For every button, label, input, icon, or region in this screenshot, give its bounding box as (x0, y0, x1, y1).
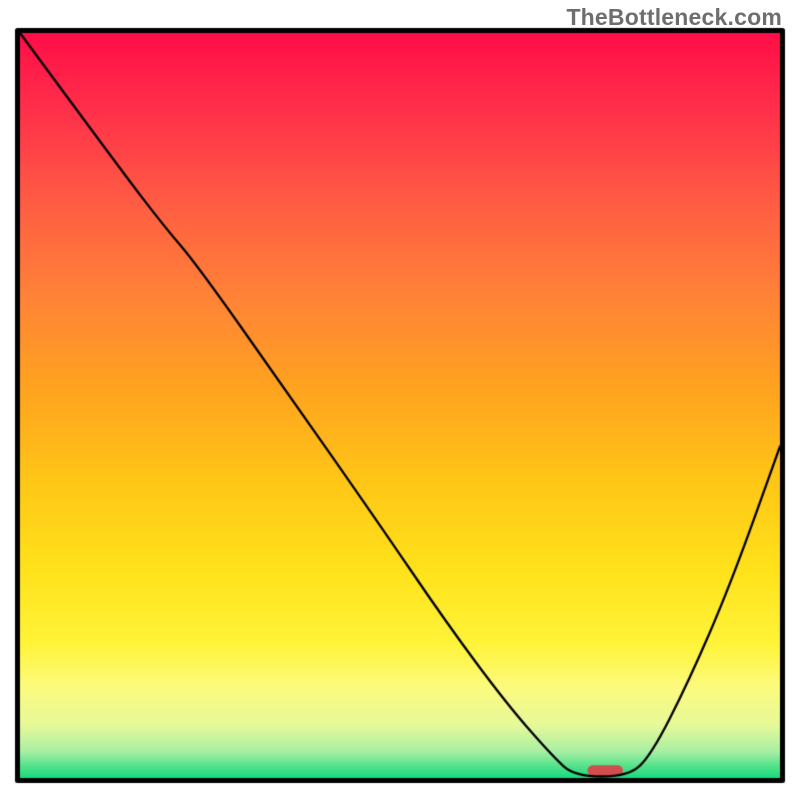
bottleneck-chart: TheBottleneck.com (0, 0, 800, 800)
watermark-text: TheBottleneck.com (566, 4, 782, 31)
chart-canvas (0, 0, 800, 800)
